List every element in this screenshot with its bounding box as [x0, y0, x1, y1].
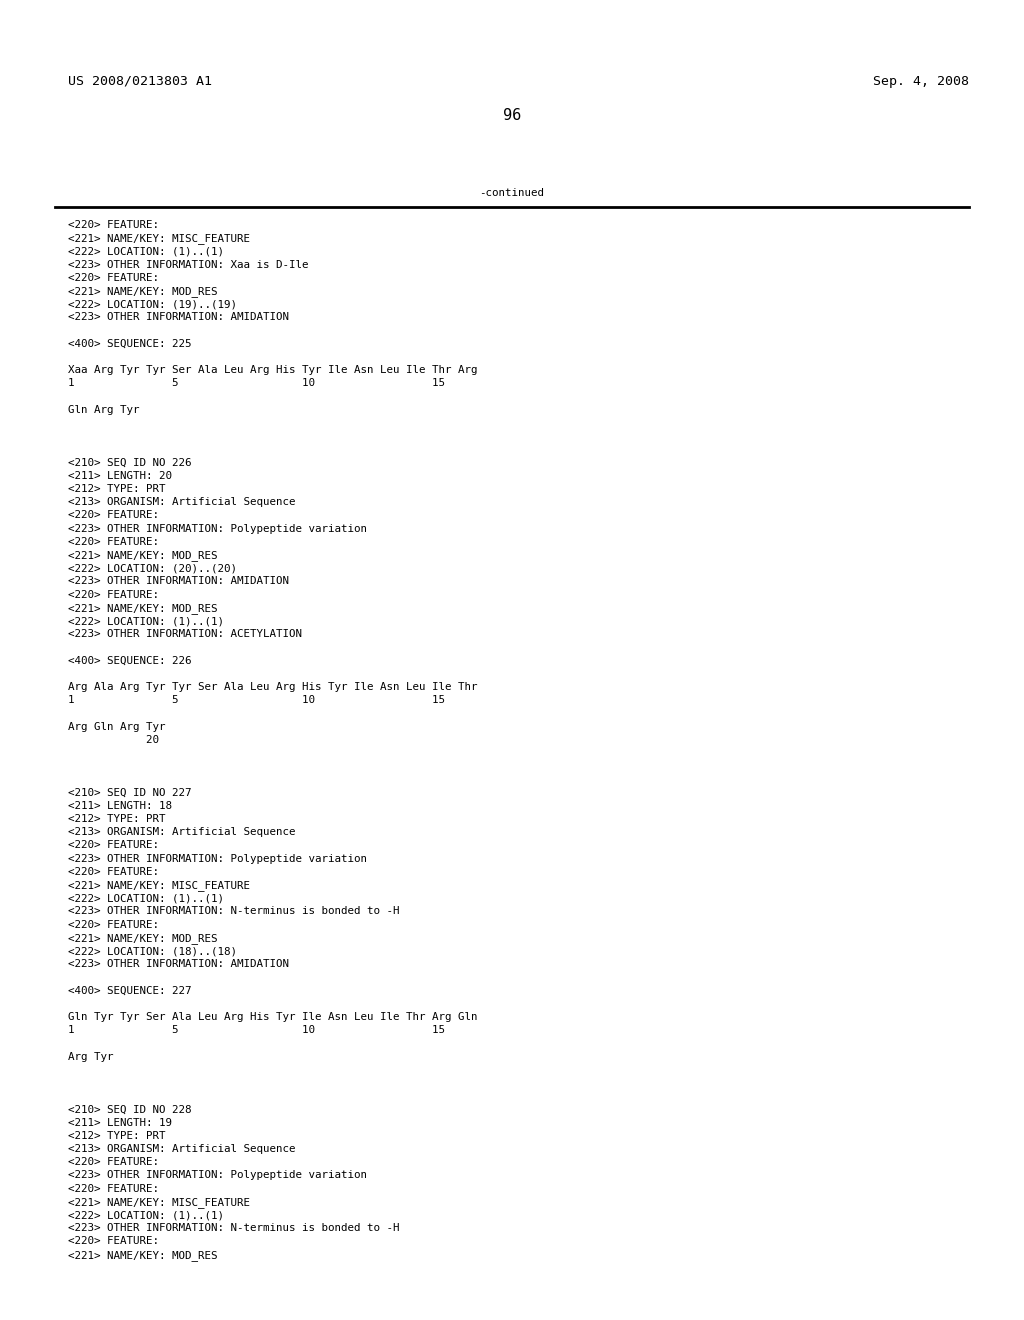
- Text: <211> LENGTH: 18: <211> LENGTH: 18: [68, 801, 172, 810]
- Text: <221> NAME/KEY: MOD_RES: <221> NAME/KEY: MOD_RES: [68, 933, 217, 944]
- Text: <223> OTHER INFORMATION: AMIDATION: <223> OTHER INFORMATION: AMIDATION: [68, 313, 289, 322]
- Text: Arg Gln Arg Tyr: Arg Gln Arg Tyr: [68, 722, 166, 731]
- Text: <222> LOCATION: (1)..(1): <222> LOCATION: (1)..(1): [68, 894, 224, 903]
- Text: Xaa Arg Tyr Tyr Ser Ala Leu Arg His Tyr Ile Asn Leu Ile Thr Arg: Xaa Arg Tyr Tyr Ser Ala Leu Arg His Tyr …: [68, 366, 477, 375]
- Text: 20: 20: [68, 735, 159, 744]
- Text: 1               5                   10                  15: 1 5 10 15: [68, 696, 445, 705]
- Text: Sep. 4, 2008: Sep. 4, 2008: [873, 75, 969, 88]
- Text: <223> OTHER INFORMATION: N-terminus is bonded to -H: <223> OTHER INFORMATION: N-terminus is b…: [68, 907, 399, 916]
- Text: Gln Tyr Tyr Ser Ala Leu Arg His Tyr Ile Asn Leu Ile Thr Arg Gln: Gln Tyr Tyr Ser Ala Leu Arg His Tyr Ile …: [68, 1012, 477, 1022]
- Text: <222> LOCATION: (1)..(1): <222> LOCATION: (1)..(1): [68, 1210, 224, 1220]
- Text: <220> FEATURE:: <220> FEATURE:: [68, 273, 159, 282]
- Text: <220> FEATURE:: <220> FEATURE:: [68, 537, 159, 546]
- Text: <220> FEATURE:: <220> FEATURE:: [68, 1237, 159, 1246]
- Text: <221> NAME/KEY: MOD_RES: <221> NAME/KEY: MOD_RES: [68, 603, 217, 614]
- Text: 1               5                   10                  15: 1 5 10 15: [68, 1026, 445, 1035]
- Text: <213> ORGANISM: Artificial Sequence: <213> ORGANISM: Artificial Sequence: [68, 498, 296, 507]
- Text: <400> SEQUENCE: 226: <400> SEQUENCE: 226: [68, 656, 191, 665]
- Text: <210> SEQ ID NO 228: <210> SEQ ID NO 228: [68, 1105, 191, 1114]
- Text: <222> LOCATION: (19)..(19): <222> LOCATION: (19)..(19): [68, 300, 237, 309]
- Text: US 2008/0213803 A1: US 2008/0213803 A1: [68, 75, 212, 88]
- Text: <211> LENGTH: 20: <211> LENGTH: 20: [68, 471, 172, 480]
- Text: <212> TYPE: PRT: <212> TYPE: PRT: [68, 484, 166, 494]
- Text: 1               5                   10                  15: 1 5 10 15: [68, 379, 445, 388]
- Text: <213> ORGANISM: Artificial Sequence: <213> ORGANISM: Artificial Sequence: [68, 1144, 296, 1154]
- Text: <400> SEQUENCE: 225: <400> SEQUENCE: 225: [68, 339, 191, 348]
- Text: <223> OTHER INFORMATION: ACETYLATION: <223> OTHER INFORMATION: ACETYLATION: [68, 630, 302, 639]
- Text: <221> NAME/KEY: MISC_FEATURE: <221> NAME/KEY: MISC_FEATURE: [68, 1197, 250, 1208]
- Text: <223> OTHER INFORMATION: Polypeptide variation: <223> OTHER INFORMATION: Polypeptide var…: [68, 524, 367, 533]
- Text: <222> LOCATION: (20)..(20): <222> LOCATION: (20)..(20): [68, 564, 237, 573]
- Text: <223> OTHER INFORMATION: Polypeptide variation: <223> OTHER INFORMATION: Polypeptide var…: [68, 1171, 367, 1180]
- Text: <221> NAME/KEY: MISC_FEATURE: <221> NAME/KEY: MISC_FEATURE: [68, 234, 250, 244]
- Text: <220> FEATURE:: <220> FEATURE:: [68, 511, 159, 520]
- Text: <223> OTHER INFORMATION: AMIDATION: <223> OTHER INFORMATION: AMIDATION: [68, 960, 289, 969]
- Text: <220> FEATURE:: <220> FEATURE:: [68, 1184, 159, 1193]
- Text: <220> FEATURE:: <220> FEATURE:: [68, 920, 159, 929]
- Text: <221> NAME/KEY: MOD_RES: <221> NAME/KEY: MOD_RES: [68, 550, 217, 561]
- Text: <223> OTHER INFORMATION: AMIDATION: <223> OTHER INFORMATION: AMIDATION: [68, 577, 289, 586]
- Text: <221> NAME/KEY: MOD_RES: <221> NAME/KEY: MOD_RES: [68, 286, 217, 297]
- Text: <210> SEQ ID NO 226: <210> SEQ ID NO 226: [68, 458, 191, 467]
- Text: <210> SEQ ID NO 227: <210> SEQ ID NO 227: [68, 788, 191, 797]
- Text: <221> NAME/KEY: MOD_RES: <221> NAME/KEY: MOD_RES: [68, 1250, 217, 1261]
- Text: -continued: -continued: [479, 187, 545, 198]
- Text: <222> LOCATION: (1)..(1): <222> LOCATION: (1)..(1): [68, 247, 224, 256]
- Text: <223> OTHER INFORMATION: N-terminus is bonded to -H: <223> OTHER INFORMATION: N-terminus is b…: [68, 1224, 399, 1233]
- Text: <220> FEATURE:: <220> FEATURE:: [68, 1158, 159, 1167]
- Text: 96: 96: [503, 108, 521, 123]
- Text: <220> FEATURE:: <220> FEATURE:: [68, 867, 159, 876]
- Text: <220> FEATURE:: <220> FEATURE:: [68, 590, 159, 599]
- Text: <222> LOCATION: (1)..(1): <222> LOCATION: (1)..(1): [68, 616, 224, 626]
- Text: <213> ORGANISM: Artificial Sequence: <213> ORGANISM: Artificial Sequence: [68, 828, 296, 837]
- Text: <212> TYPE: PRT: <212> TYPE: PRT: [68, 814, 166, 824]
- Text: Gln Arg Tyr: Gln Arg Tyr: [68, 405, 139, 414]
- Text: <221> NAME/KEY: MISC_FEATURE: <221> NAME/KEY: MISC_FEATURE: [68, 880, 250, 891]
- Text: <212> TYPE: PRT: <212> TYPE: PRT: [68, 1131, 166, 1140]
- Text: <400> SEQUENCE: 227: <400> SEQUENCE: 227: [68, 986, 191, 995]
- Text: <223> OTHER INFORMATION: Xaa is D-Ile: <223> OTHER INFORMATION: Xaa is D-Ile: [68, 260, 308, 269]
- Text: <220> FEATURE:: <220> FEATURE:: [68, 841, 159, 850]
- Text: <223> OTHER INFORMATION: Polypeptide variation: <223> OTHER INFORMATION: Polypeptide var…: [68, 854, 367, 863]
- Text: <222> LOCATION: (18)..(18): <222> LOCATION: (18)..(18): [68, 946, 237, 956]
- Text: <220> FEATURE:: <220> FEATURE:: [68, 220, 159, 230]
- Text: Arg Ala Arg Tyr Tyr Ser Ala Leu Arg His Tyr Ile Asn Leu Ile Thr: Arg Ala Arg Tyr Tyr Ser Ala Leu Arg His …: [68, 682, 477, 692]
- Text: Arg Tyr: Arg Tyr: [68, 1052, 114, 1061]
- Text: <211> LENGTH: 19: <211> LENGTH: 19: [68, 1118, 172, 1127]
